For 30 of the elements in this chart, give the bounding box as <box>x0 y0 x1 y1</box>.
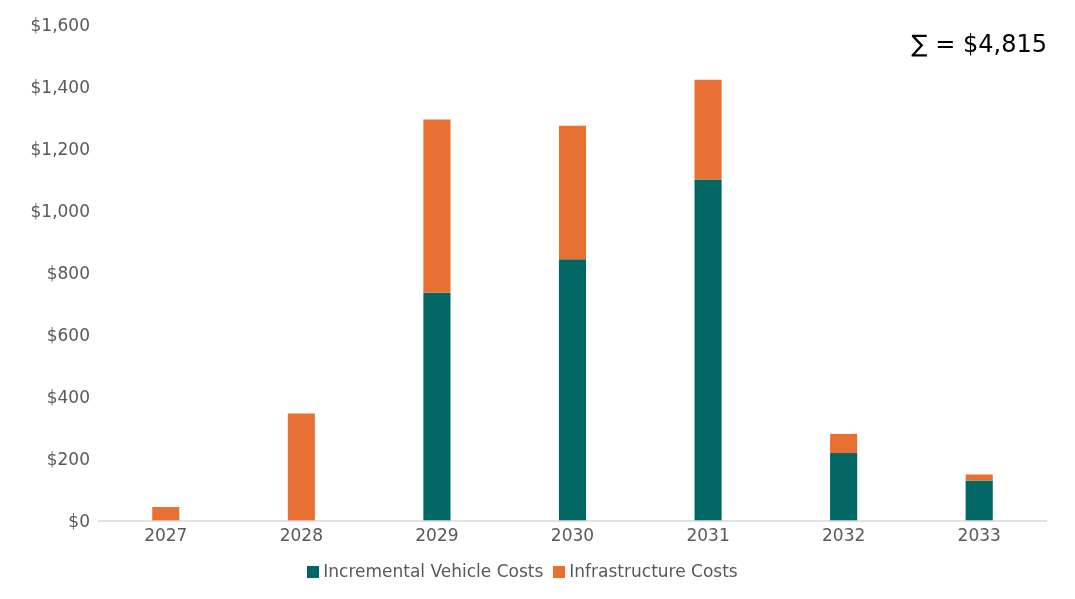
y-tick-label: $200 <box>46 449 90 470</box>
bar <box>694 79 722 180</box>
bar <box>558 259 587 521</box>
y-tick-label: $1,400 <box>30 77 90 98</box>
y-tick-label: $800 <box>46 263 90 284</box>
bar <box>423 119 451 293</box>
x-tick-label: 2030 <box>550 525 595 546</box>
y-tick-label: $400 <box>46 387 90 408</box>
bar <box>965 480 993 521</box>
bar <box>830 453 858 521</box>
x-tick-label: 2032 <box>822 525 866 546</box>
y-tick-label: $1,600 <box>30 15 90 36</box>
y-tick-label: $600 <box>46 325 90 346</box>
legend-label: Infrastructure Costs <box>569 561 738 581</box>
bar <box>287 413 315 521</box>
annotation: ∑ = $4,815 <box>911 30 1047 58</box>
x-tick-label: 2033 <box>957 525 1001 546</box>
bar <box>694 179 722 521</box>
x-tick-label: 2029 <box>415 525 459 546</box>
x-tick-label: 2027 <box>144 525 188 546</box>
bar <box>152 507 180 521</box>
bar <box>830 433 858 454</box>
y-tick-label: $0 <box>68 511 90 532</box>
x-tick-label: 2031 <box>686 525 730 546</box>
y-tick-label: $1,000 <box>30 201 90 222</box>
x-tick-label: 2028 <box>279 525 323 546</box>
y-tick-label: $1,200 <box>30 139 90 160</box>
bar <box>423 292 451 521</box>
bar <box>558 125 587 260</box>
legend-label: Incremental Vehicle Costs <box>323 561 544 581</box>
